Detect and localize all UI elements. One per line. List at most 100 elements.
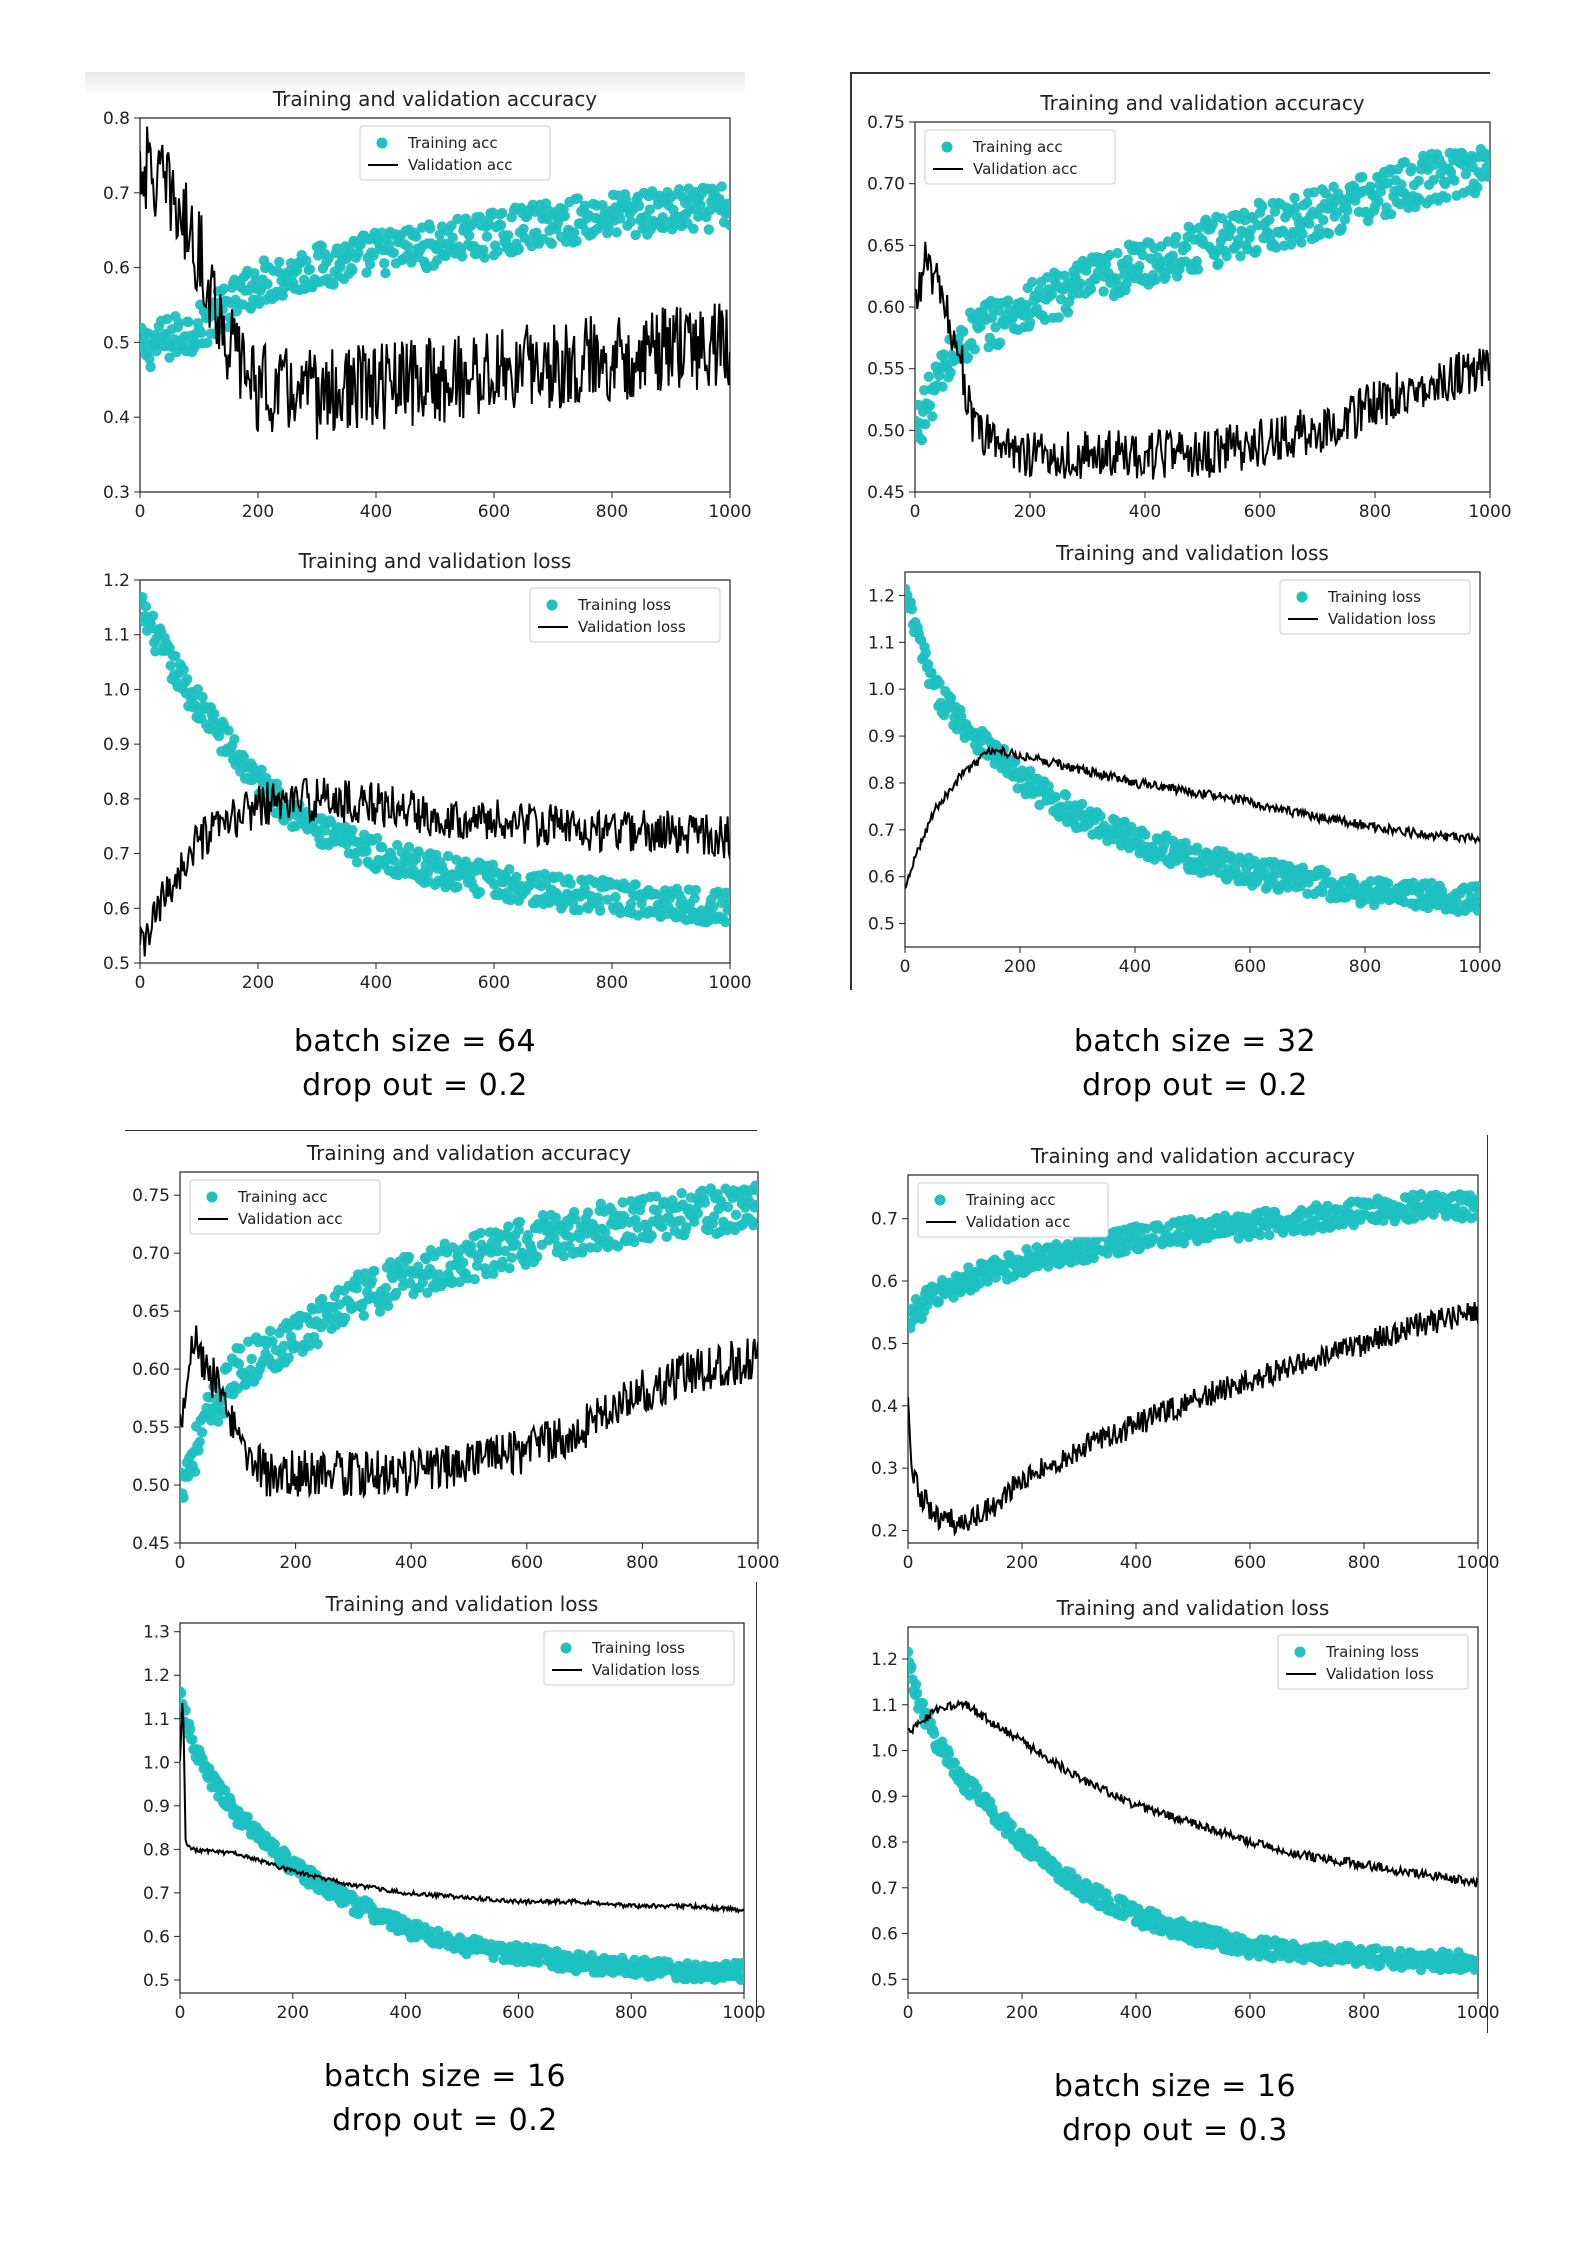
training-point — [565, 878, 576, 889]
training-point — [434, 229, 445, 240]
legend: Training loss Validation loss — [1279, 579, 1471, 635]
legend-label-validation: Validation acc — [408, 156, 513, 174]
training-point — [549, 1233, 560, 1244]
training-point — [633, 200, 645, 212]
legend-box — [189, 1179, 381, 1235]
training-point — [242, 1811, 253, 1823]
training-point — [447, 1242, 459, 1253]
data-layer — [180, 1686, 744, 1986]
y-tick-label: 0.6 — [103, 899, 130, 919]
y-tick-label: 0.8 — [871, 1833, 898, 1853]
training-point — [651, 1191, 662, 1202]
training-point — [934, 678, 945, 689]
training-point — [475, 1227, 486, 1239]
x-tick-label: 400 — [389, 2003, 421, 2023]
training-point — [722, 198, 730, 210]
x-tick-label: 0 — [903, 1553, 914, 1573]
training-point — [1382, 178, 1393, 189]
training-point — [388, 247, 399, 259]
training-point — [730, 1209, 742, 1221]
training-point — [180, 1687, 187, 1699]
training-point — [937, 381, 948, 392]
training-point — [582, 1207, 594, 1218]
legend-label-validation: Validation acc — [238, 1210, 343, 1228]
training-point — [703, 224, 714, 235]
legend-label-training: Training loss — [1327, 588, 1421, 606]
chart-loss-b64-d02: Training and validation loss 0 200 400 600 80… — [103, 549, 752, 993]
training-point — [497, 207, 508, 219]
training-point — [1062, 307, 1074, 318]
legend: Training acc Validation acc — [359, 125, 551, 181]
validation-line — [140, 126, 730, 440]
training-point — [738, 1971, 744, 1983]
training-point — [690, 884, 701, 896]
training-point — [178, 664, 189, 675]
training-point — [212, 1416, 224, 1427]
x-tick-label: 1000 — [736, 1553, 779, 1573]
training-point — [1181, 242, 1192, 253]
legend-label-validation: Validation acc — [966, 1213, 1071, 1231]
training-point — [1235, 251, 1246, 262]
training-point — [379, 258, 390, 269]
training-point — [1470, 896, 1480, 907]
y-tick-label: 0.7 — [103, 845, 130, 865]
training-point — [1053, 312, 1064, 323]
training-point — [218, 283, 229, 294]
y-tick-label: 0.65 — [132, 1302, 170, 1322]
training-point — [1472, 182, 1483, 193]
training-point — [497, 1256, 508, 1268]
y-tick-label: 0.8 — [868, 774, 895, 794]
training-point — [145, 361, 156, 373]
training-point — [1267, 1952, 1278, 1964]
training-point — [708, 901, 719, 913]
y-tick-label: 0.7 — [868, 821, 895, 841]
training-point — [469, 1274, 480, 1285]
x-tick-label: 200 — [242, 502, 274, 522]
training-point — [929, 1728, 940, 1739]
training-point — [1024, 317, 1036, 328]
training-point — [316, 241, 327, 252]
training-point — [688, 223, 699, 235]
x-tick-label: 600 — [1234, 2003, 1266, 2023]
training-point — [539, 868, 550, 880]
training-point — [1134, 260, 1145, 272]
chart-acc-b16-d03: Training and validation accuracy 0 200 400 6… — [871, 1144, 1500, 1573]
training-point — [1104, 249, 1115, 261]
y-tick-label: 0.5 — [868, 915, 895, 935]
training-point — [943, 1748, 955, 1760]
training-point — [1002, 295, 1014, 306]
caption-batch-size: batch size = 32 — [1073, 1024, 1317, 1059]
training-point — [958, 326, 969, 337]
training-point — [183, 316, 194, 328]
y-tick-label: 1.1 — [143, 1710, 170, 1730]
training-point — [630, 229, 641, 241]
training-point — [173, 317, 185, 329]
y-tick-label: 0.65 — [867, 236, 905, 256]
chart-acc-b16-d02: Training and validation accuracy 0 200 400 6… — [132, 1141, 779, 1573]
y-tick-label: 1.0 — [871, 1742, 898, 1762]
training-point — [301, 255, 312, 266]
training-point — [625, 216, 637, 227]
y-tick-label: 0.3 — [871, 1459, 898, 1479]
training-point — [403, 841, 415, 853]
training-point — [1216, 213, 1228, 224]
data-layer — [180, 1180, 758, 1503]
training-point — [944, 334, 955, 345]
training-point — [661, 1231, 672, 1243]
training-point — [504, 864, 515, 875]
legend-marker-training — [941, 141, 953, 153]
chart-title: Training and validation accuracy — [1030, 1144, 1355, 1168]
data-layer — [915, 143, 1490, 480]
training-point — [403, 1251, 415, 1263]
training-point — [571, 235, 582, 247]
legend: Training acc Validation acc — [924, 129, 1116, 185]
x-tick-label: 200 — [1014, 502, 1046, 522]
x-tick-label: 800 — [1359, 502, 1391, 522]
validation-line — [180, 1325, 758, 1499]
training-point — [1112, 247, 1123, 259]
training-point — [351, 857, 363, 868]
y-tick-label: 0.70 — [132, 1244, 170, 1264]
training-point — [1285, 239, 1297, 250]
training-point — [479, 252, 490, 263]
training-point — [246, 1353, 257, 1365]
